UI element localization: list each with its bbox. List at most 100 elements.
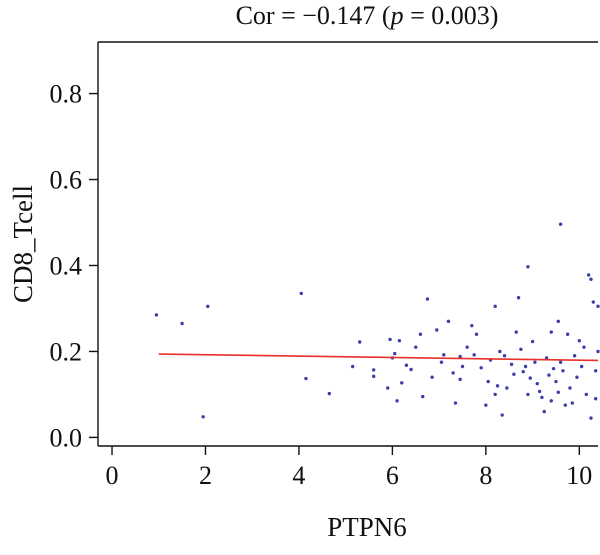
scatter-point: [350, 364, 355, 369]
scatter-point: [565, 332, 570, 336]
y-tick-label: 0.6: [50, 166, 83, 195]
scatter-point: [596, 304, 600, 309]
scatter-point: [414, 345, 418, 349]
scatter-point: [458, 354, 462, 359]
y-tick-label: 0.8: [50, 80, 83, 109]
chart-title-p-symbol: p: [389, 1, 404, 30]
scatter-point: [299, 291, 303, 296]
scatter-point: [409, 367, 413, 372]
scatter-point: [582, 345, 586, 349]
scatter-point: [593, 397, 598, 401]
scatter-point: [435, 328, 439, 332]
scatter-point: [451, 371, 455, 375]
scatter-point: [388, 337, 392, 342]
scatter-point: [397, 339, 402, 343]
scatter-point: [465, 345, 469, 349]
scatter-point: [514, 330, 518, 334]
scatter-point: [495, 384, 500, 388]
x-tick-label: 8: [479, 461, 492, 490]
scatter-point: [579, 364, 584, 369]
x-tick-label: 2: [199, 461, 212, 490]
plot-area: [97, 41, 598, 447]
y-tick-label: 0.4: [50, 251, 83, 280]
scatter-point: [556, 319, 560, 324]
scatter-point: [575, 375, 579, 379]
chart-title-prefix: Cor = −0.147 (: [236, 1, 391, 30]
scatter-point: [547, 373, 551, 377]
x-axis-ticks: 0 2 4 6 8 10: [106, 446, 592, 490]
x-tick-label: 10: [566, 461, 592, 490]
scatter-point: [521, 369, 525, 374]
scatter-point: [570, 401, 574, 405]
scatter-point: [442, 353, 446, 357]
scatter-point: [533, 360, 537, 364]
scatter-point: [502, 354, 507, 358]
chart-title-suffix: = 0.003): [404, 1, 499, 30]
scatter-point: [549, 330, 553, 334]
y-axis-label: CD8_Tcell: [8, 185, 38, 303]
scatter-point: [154, 313, 159, 317]
scatter-point: [554, 379, 558, 384]
x-tick-label: 0: [106, 461, 119, 490]
scatter-point: [568, 386, 572, 390]
scatter-point: [519, 347, 523, 351]
regression-line-group: [158, 353, 599, 362]
scatter-point: [372, 368, 376, 372]
x-tick-label: 6: [386, 461, 399, 490]
scatter-point: [470, 323, 474, 328]
scatter-point: [393, 351, 397, 356]
scatter-point: [386, 386, 390, 390]
scatter-point: [453, 401, 458, 405]
scatter-point: [446, 319, 451, 324]
scatter-point: [549, 399, 553, 403]
y-axis-ticks: 0.0 0.2 0.4 0.6 0.8: [50, 80, 98, 452]
scatter-point: [458, 377, 462, 382]
scatter-point: [544, 356, 549, 360]
scatter-point: [551, 366, 556, 371]
scatter-point: [439, 360, 444, 364]
regression-line: [158, 353, 599, 362]
scatter-point: [404, 363, 409, 367]
scatter-point: [425, 297, 430, 301]
scatter-point: [596, 349, 600, 354]
scatter-point: [591, 300, 596, 304]
scatter-point: [523, 364, 528, 369]
scatter-point: [430, 375, 434, 379]
scatter-point: [327, 391, 332, 396]
scatter-point: [526, 392, 530, 397]
scatter-points: [154, 222, 600, 420]
scatter-point: [558, 360, 563, 364]
scatter-point: [418, 332, 423, 336]
scatter-point: [535, 381, 539, 386]
scatter-point: [584, 392, 589, 397]
scatter-point: [498, 349, 502, 354]
scatter-point: [563, 403, 567, 407]
x-tick-label: 4: [292, 461, 305, 490]
scatter-point: [526, 265, 530, 269]
scatter-point: [484, 403, 488, 407]
scatter-point: [593, 369, 598, 373]
scatter-point: [537, 389, 542, 394]
scatter-point: [206, 304, 210, 309]
scatter-point: [460, 364, 465, 369]
scatter-point: [505, 386, 509, 390]
scatter-point: [516, 296, 521, 300]
scatter-point: [542, 409, 546, 414]
scatter-point: [421, 394, 425, 399]
y-tick-label: 0.2: [50, 337, 83, 366]
scatter-point: [304, 376, 308, 381]
scatter-point: [589, 416, 593, 420]
scatter-point: [493, 392, 497, 397]
scatter-point: [586, 273, 591, 277]
scatter-point: [180, 321, 184, 326]
scatter-point: [572, 354, 577, 358]
y-tick-label: 0.0: [50, 423, 83, 452]
scatter-point: [479, 366, 483, 370]
scatter-point: [512, 372, 516, 376]
scatter-point: [561, 369, 565, 373]
scatter-point: [486, 379, 490, 384]
scatter-point: [509, 362, 514, 367]
x-axis-label: PTPN6: [327, 512, 407, 542]
